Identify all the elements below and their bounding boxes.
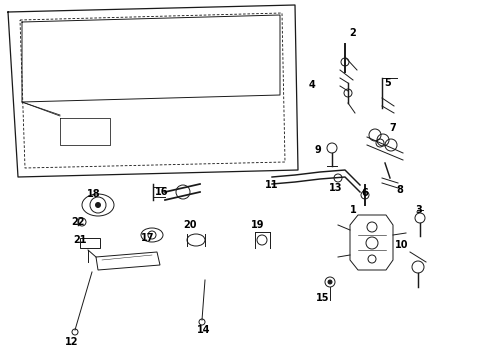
Text: 2: 2 (350, 28, 356, 38)
Text: 15: 15 (316, 293, 330, 303)
Text: 9: 9 (315, 145, 321, 155)
Text: 6: 6 (362, 188, 368, 198)
Text: 1: 1 (350, 205, 356, 215)
Text: 18: 18 (87, 189, 101, 199)
Text: 22: 22 (71, 217, 85, 227)
Text: 5: 5 (385, 78, 392, 88)
Text: 12: 12 (65, 337, 79, 347)
Circle shape (95, 202, 101, 208)
Text: 16: 16 (155, 187, 169, 197)
Text: 3: 3 (416, 205, 422, 215)
Text: 19: 19 (251, 220, 265, 230)
Text: 20: 20 (183, 220, 197, 230)
Text: 8: 8 (396, 185, 403, 195)
Text: 17: 17 (141, 233, 155, 243)
Text: 7: 7 (390, 123, 396, 133)
Text: 11: 11 (265, 180, 279, 190)
Text: 4: 4 (309, 80, 316, 90)
Text: 14: 14 (197, 325, 211, 335)
Text: 13: 13 (329, 183, 343, 193)
Circle shape (328, 280, 332, 284)
Text: 21: 21 (73, 235, 87, 245)
Text: 10: 10 (395, 240, 409, 250)
